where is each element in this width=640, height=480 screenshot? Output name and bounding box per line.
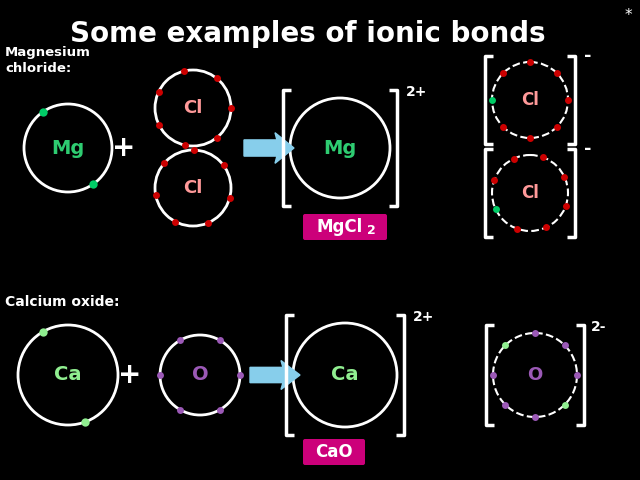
Text: Ca: Ca — [54, 365, 82, 384]
Circle shape — [492, 155, 568, 231]
Text: O: O — [192, 365, 208, 384]
Text: CaO: CaO — [315, 443, 353, 461]
Text: -: - — [584, 47, 591, 65]
Text: +: + — [118, 361, 141, 389]
Circle shape — [290, 98, 390, 198]
Text: MgCl: MgCl — [317, 218, 363, 236]
Text: Ca: Ca — [332, 365, 359, 384]
Text: -: - — [584, 140, 591, 158]
Text: Cl: Cl — [521, 184, 539, 202]
Text: Cl: Cl — [183, 99, 203, 117]
Circle shape — [24, 104, 112, 192]
Circle shape — [155, 150, 231, 226]
Text: +: + — [112, 134, 136, 162]
Text: Magnesium
chloride:: Magnesium chloride: — [5, 46, 91, 75]
FancyBboxPatch shape — [303, 214, 387, 240]
Text: Cl: Cl — [521, 91, 539, 109]
Text: Some examples of ionic bonds: Some examples of ionic bonds — [70, 20, 546, 48]
Circle shape — [493, 333, 577, 417]
Circle shape — [155, 70, 231, 146]
Circle shape — [18, 325, 118, 425]
Text: Cl: Cl — [183, 179, 203, 197]
Text: 2: 2 — [367, 225, 376, 238]
Text: *: * — [624, 8, 632, 23]
Text: Mg: Mg — [323, 139, 356, 157]
Text: 2-: 2- — [591, 320, 607, 334]
Circle shape — [492, 62, 568, 138]
FancyArrow shape — [244, 132, 294, 163]
Text: 2+: 2+ — [406, 85, 428, 99]
FancyBboxPatch shape — [303, 439, 365, 465]
Text: Calcium oxide:: Calcium oxide: — [5, 295, 120, 309]
Circle shape — [160, 335, 240, 415]
Text: O: O — [527, 366, 543, 384]
Text: 2+: 2+ — [413, 310, 435, 324]
Circle shape — [293, 323, 397, 427]
FancyArrow shape — [250, 360, 300, 389]
Text: Mg: Mg — [51, 139, 84, 157]
